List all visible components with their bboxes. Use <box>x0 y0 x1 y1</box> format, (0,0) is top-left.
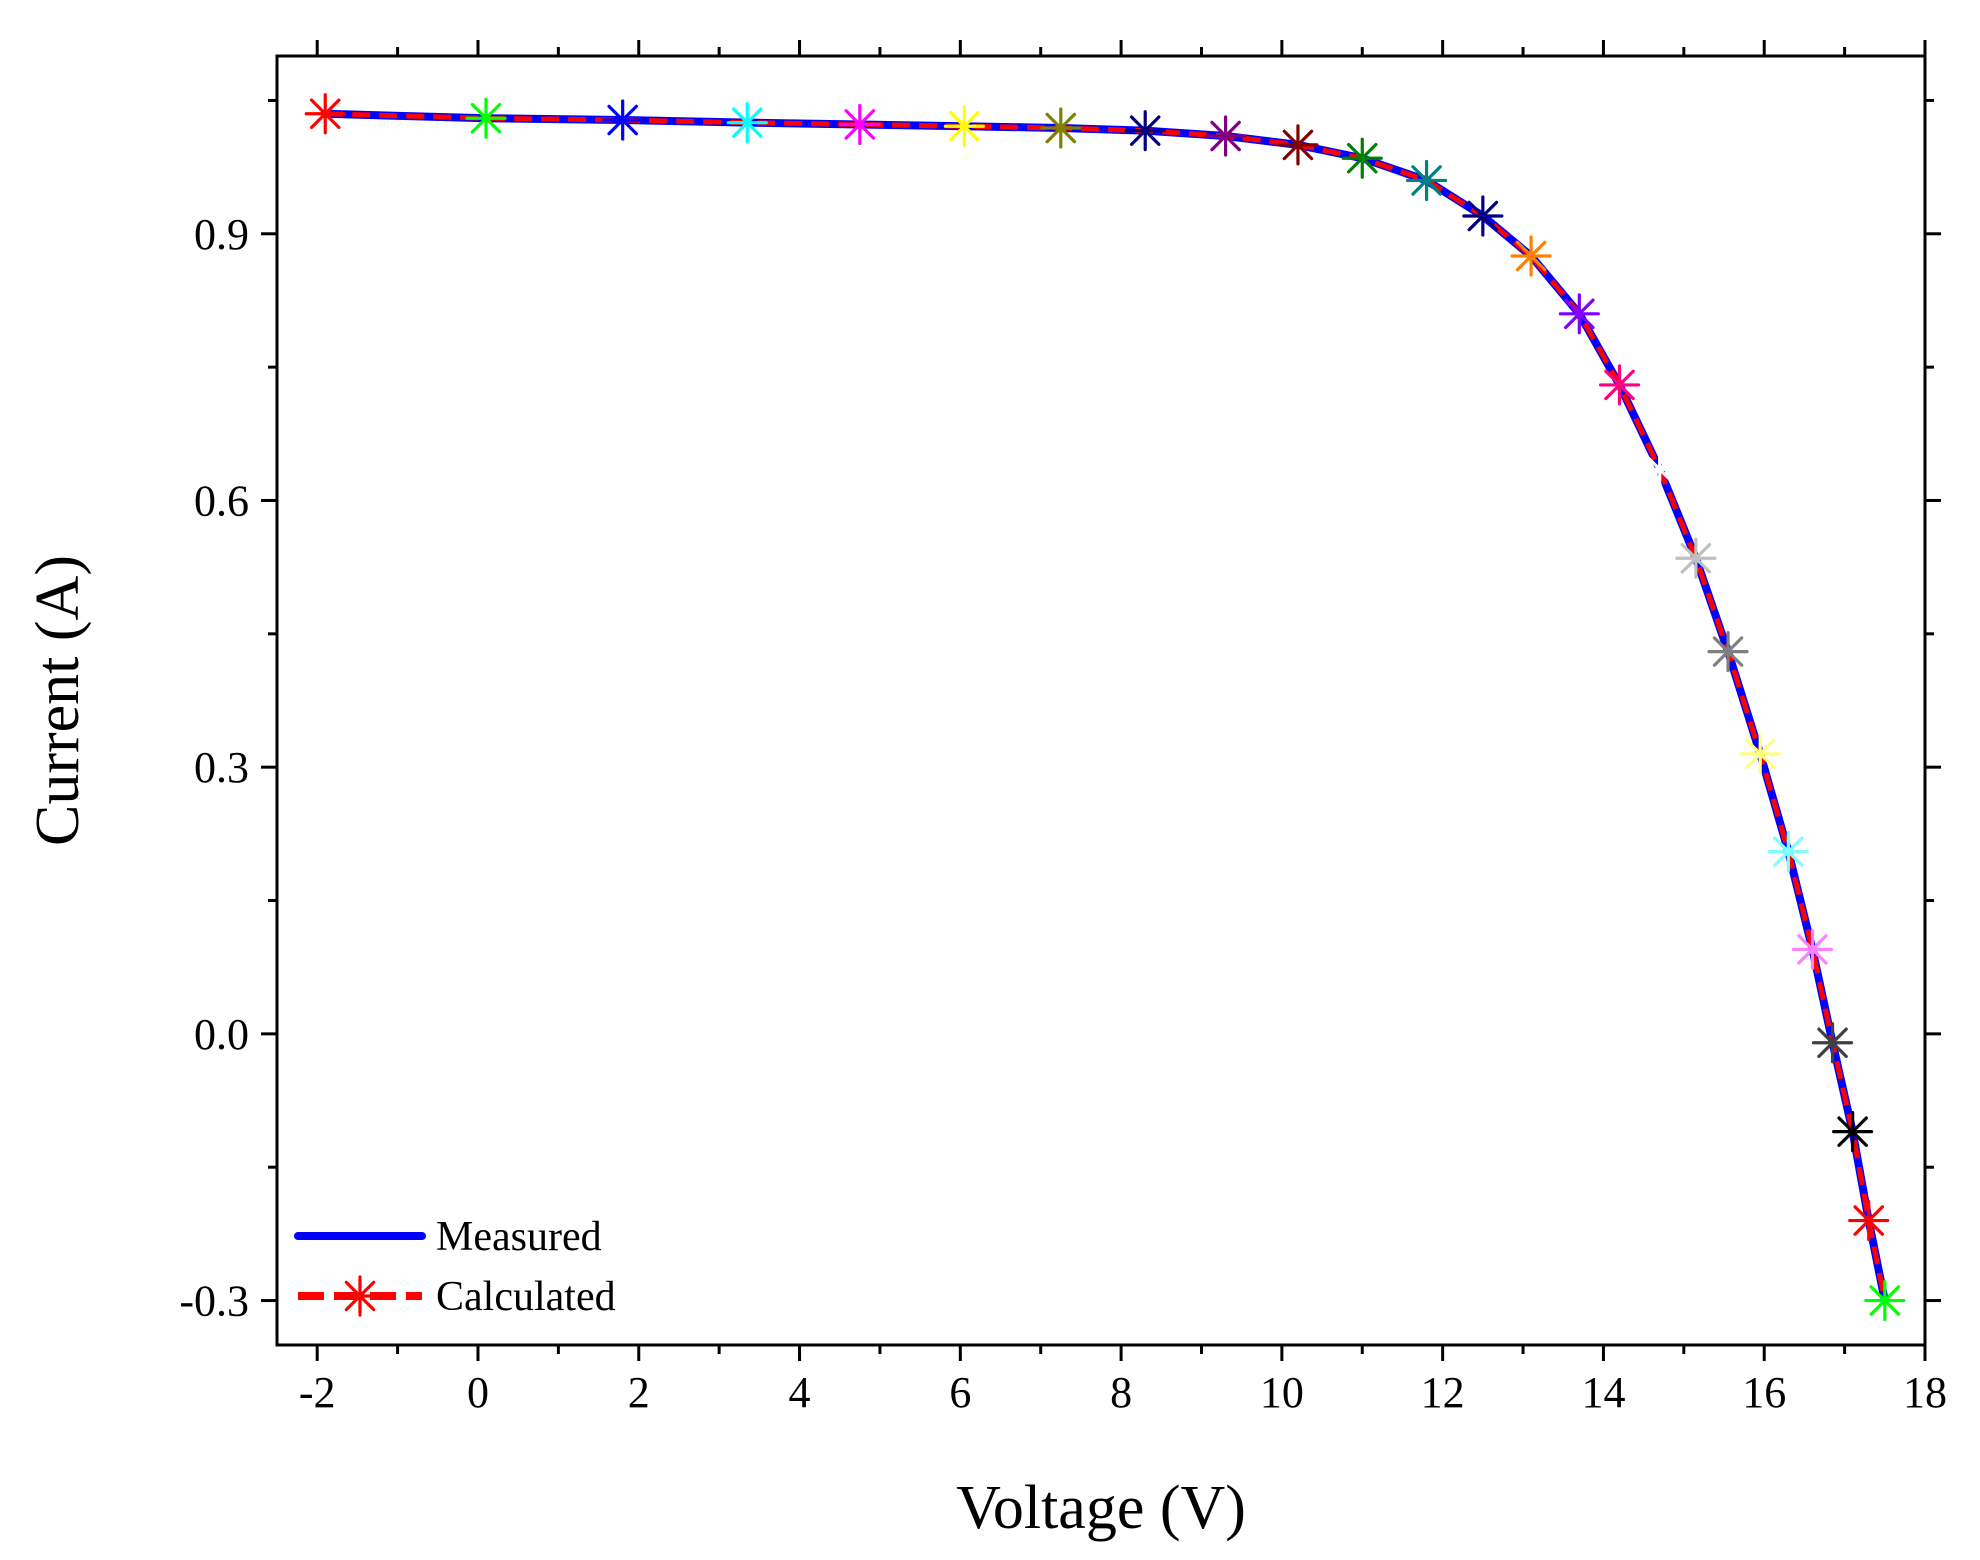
calculated-point-marker <box>1675 537 1717 579</box>
calculated-point-marker <box>1510 235 1552 277</box>
legend-calculated-label: Calculated <box>436 1274 616 1320</box>
x-tick-label: 2 <box>628 1368 650 1417</box>
calculated-point-marker <box>602 99 644 141</box>
y-tick-label: -0.3 <box>179 1277 249 1326</box>
calculated-point-marker <box>304 93 346 135</box>
calculated-point-marker <box>1462 195 1504 237</box>
calculated-point-marker <box>1124 110 1166 152</box>
plot-frame <box>275 54 1927 1347</box>
y-axis-label: Current (A) <box>24 555 92 846</box>
calculated-point-marker <box>1040 107 1082 149</box>
x-tick-label: 10 <box>1260 1368 1304 1417</box>
x-tick-label: 6 <box>949 1368 971 1417</box>
legend: Measured Calculated <box>294 1214 616 1320</box>
x-tick-label: 4 <box>789 1368 811 1417</box>
x-tick-label: 16 <box>1742 1368 1786 1417</box>
calculated-point-marker <box>1767 831 1809 873</box>
calculated-point-marker <box>1405 159 1448 202</box>
calculated-point-marker <box>1598 364 1641 406</box>
calculated-point-marker <box>1707 631 1749 673</box>
x-tick-label: 14 <box>1581 1368 1625 1417</box>
x-tick-label: 18 <box>1903 1368 1947 1417</box>
y-tick-label: 0.3 <box>194 743 249 792</box>
calculated-point-marker <box>1639 448 1681 490</box>
calculated-point-marker <box>1341 137 1383 179</box>
legend-measured-label: Measured <box>436 1214 602 1260</box>
calculated-point-marker <box>1791 928 1834 971</box>
x-tick-label: 12 <box>1421 1368 1465 1417</box>
legend-star <box>339 1275 381 1317</box>
calculated-point-marker <box>1739 733 1781 775</box>
y-tick-label: 0.0 <box>194 1010 249 1059</box>
x-axis-label: Voltage (V) <box>956 1474 1246 1542</box>
calculated-point-marker <box>1832 1111 1874 1153</box>
calculated-point-marker <box>943 105 985 147</box>
calculated-point-marker <box>839 103 881 146</box>
calculated-point-marker <box>1864 1279 1906 1322</box>
y-tick-label: 0.9 <box>194 210 249 259</box>
calculated-point-marker <box>1811 1022 1854 1064</box>
legend-calculated-star-marker <box>339 1275 381 1317</box>
series-layer <box>304 93 1906 1322</box>
tick-labels: -2 0 2 4 6 8 10 12 14 16 18 -0.3 0.0 0.3 0.6 0.9 <box>179 210 1947 1417</box>
x-tick-label: 0 <box>467 1368 489 1417</box>
calculated-point-marker <box>465 97 507 139</box>
calculated-point-marker <box>1277 124 1319 166</box>
x-tick-label: 8 <box>1110 1368 1132 1417</box>
calculated-point-marker <box>1205 115 1247 157</box>
y-tick-label: 0.6 <box>194 476 249 525</box>
x-tick-label: -2 <box>299 1368 336 1417</box>
calculated-point-marker <box>726 102 768 144</box>
calculated-point-marker <box>1558 293 1600 335</box>
calculated-point-marker <box>1848 1199 1890 1242</box>
